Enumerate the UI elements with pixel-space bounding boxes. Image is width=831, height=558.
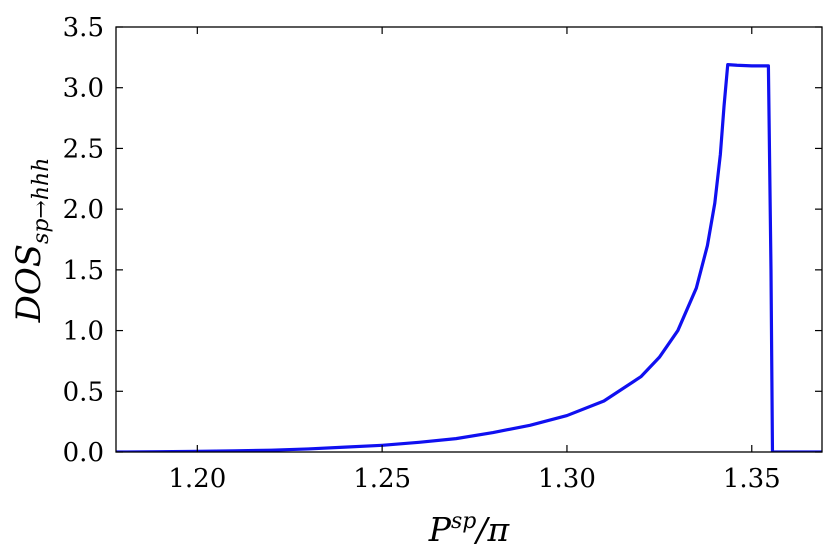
x-tick-label-1: 1.25 bbox=[353, 464, 411, 494]
y-axis-title-base: DOS bbox=[9, 244, 49, 323]
y-axis: 0.0 0.5 1.0 1.5 2.0 2.5 3.0 3.5 bbox=[63, 13, 822, 468]
x-tick-label-3: 1.35 bbox=[723, 464, 781, 494]
y-tick-label-0: 0.0 bbox=[63, 438, 104, 468]
plot-frame bbox=[115, 26, 823, 453]
y-tick-label-1: 0.5 bbox=[63, 377, 104, 407]
x-tick-label-2: 1.30 bbox=[538, 464, 596, 494]
y-tick-label-5: 2.5 bbox=[63, 134, 104, 164]
series-line-0 bbox=[116, 63, 822, 452]
y-axis-title: DOSsp→hhh bbox=[9, 158, 54, 324]
y-axis-title-sub: sp→hhh bbox=[29, 158, 54, 244]
y-tick-label-3: 1.5 bbox=[63, 256, 104, 286]
x-axis-title-suffix: /π bbox=[473, 510, 510, 549]
series-layer bbox=[116, 63, 822, 452]
x-axis-title: Psp/π bbox=[428, 509, 511, 549]
y-tick-label-2: 1.0 bbox=[63, 317, 104, 347]
x-axis-title-base: P bbox=[428, 510, 452, 549]
x-axis: 1.20 1.25 1.30 1.35 bbox=[168, 27, 781, 494]
x-tick-label-0: 1.20 bbox=[168, 464, 226, 494]
x-axis-title-sup: sp bbox=[451, 509, 476, 534]
y-tick-label-6: 3.0 bbox=[63, 74, 104, 104]
y-tick-label-4: 2.0 bbox=[63, 195, 104, 225]
y-tick-label-7: 3.5 bbox=[63, 13, 104, 43]
